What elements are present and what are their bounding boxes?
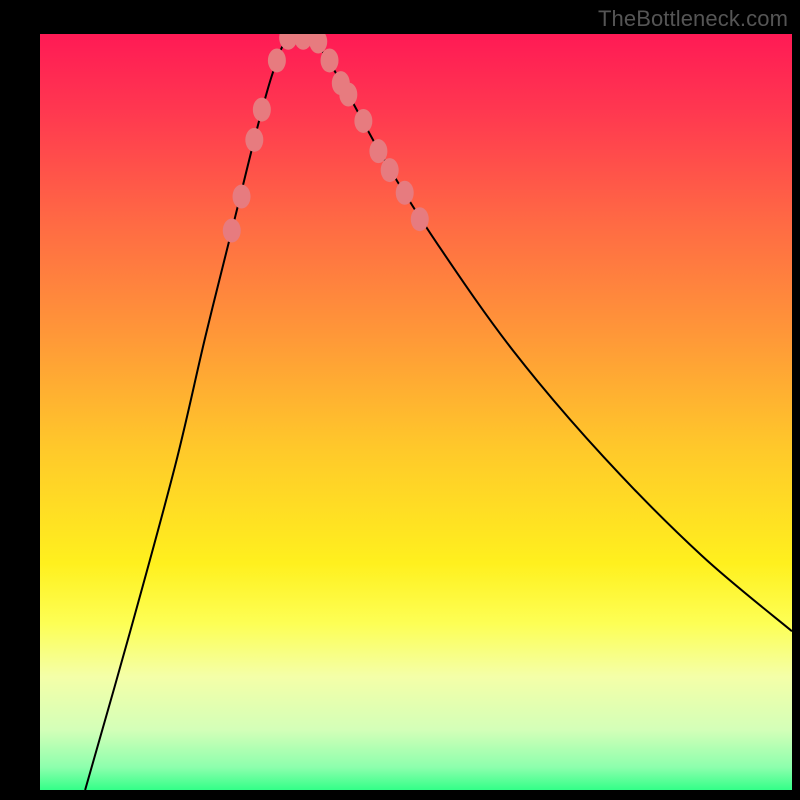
watermark-text: TheBottleneck.com (598, 6, 788, 32)
chart-gradient-background (40, 34, 792, 790)
chart-area (40, 34, 792, 790)
